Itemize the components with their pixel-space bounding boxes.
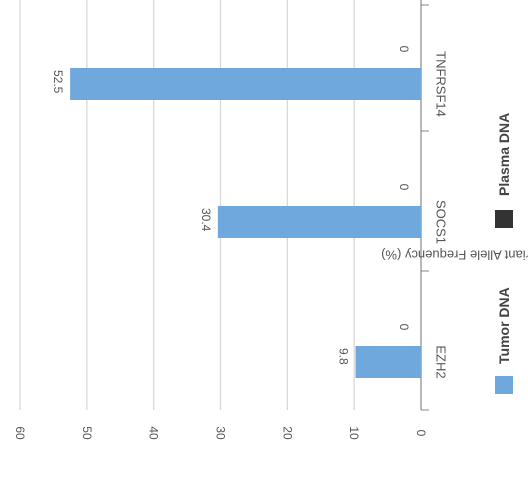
data-label-plasma: 0 [397,324,411,331]
legend-swatch-plasma [495,210,513,228]
data-label-plasma: 0 [397,184,411,191]
value-tick-label: 10 [347,426,361,440]
value-tick-label: 0 [414,430,428,437]
legend-label-tumor: Tumor DNA [496,287,512,364]
bar-tumor-tnfrsf14 [70,68,421,100]
value-tick-label: 50 [80,426,94,440]
category-label-ezh2: EZH2 [434,345,449,378]
bar-tumor-socs1 [217,206,421,238]
value-tick-label: 30 [214,426,228,440]
category-label-tnfrsf14: TNFRSF14 [434,51,449,117]
value-tick-label: 60 [13,426,27,440]
category-label-socs1: SOCS1 [434,200,449,244]
data-label-tumor: 9.8 [337,348,351,365]
data-label-plasma: 0 [397,46,411,53]
bar-tumor-ezh2 [355,346,421,378]
value-tick-label: 40 [147,426,161,440]
legend-swatch-tumor [495,376,513,394]
value-tick-label: 20 [280,426,294,440]
data-label-tumor: 52.5 [51,70,65,94]
data-label-tumor: 30.4 [199,208,213,232]
legend-label-plasma: Plasma DNA [496,113,512,196]
value-axis-title: Variant Allele Frequency (%) [381,248,528,263]
